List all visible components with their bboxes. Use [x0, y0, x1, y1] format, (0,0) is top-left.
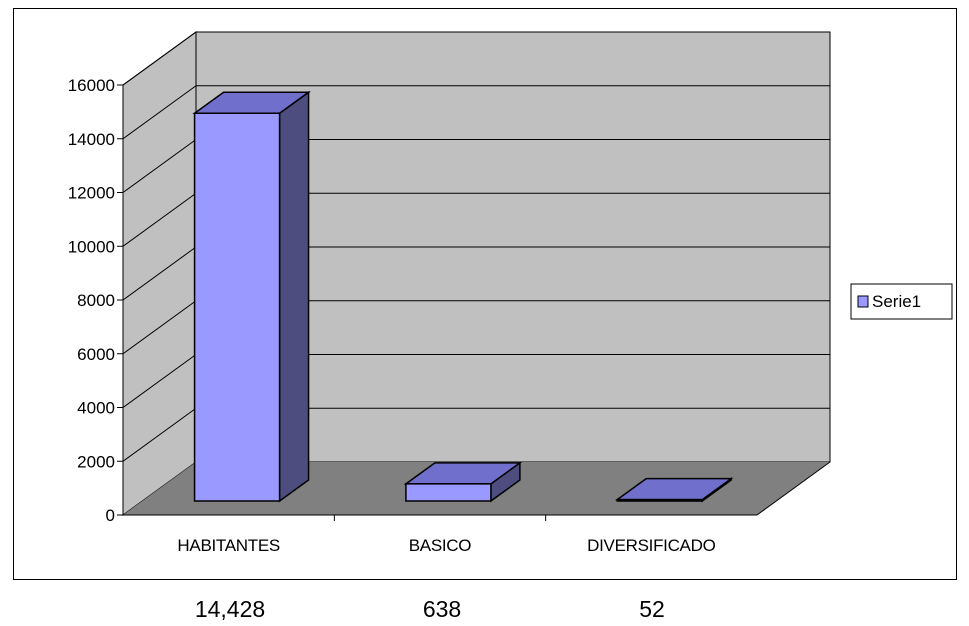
bar: [193, 112, 281, 502]
y-tick-label: 10000: [68, 237, 115, 256]
gridline: [122, 85, 197, 140]
x-category-label: DIVERSIFICADO: [587, 536, 715, 555]
y-tick-label: 2000: [77, 452, 115, 471]
gridline: [122, 31, 197, 86]
gridline: [122, 300, 197, 355]
x-category-label: HABITANTES: [177, 536, 279, 555]
value-label-basico: 638: [422, 596, 462, 622]
value-label-habitantes: 14,428: [194, 596, 266, 622]
y-tick-label: 4000: [77, 399, 115, 418]
bar-side: [278, 90, 310, 503]
gridline: [122, 139, 197, 193]
bar: [616, 498, 703, 502]
y-tick-label: 6000: [77, 345, 115, 364]
gridline: [122, 192, 197, 247]
gridline: [122, 407, 197, 462]
gridline: [122, 354, 197, 408]
floor-edge: [756, 461, 831, 516]
y-tick-label: 16000: [68, 76, 115, 95]
y-tick-label: 0: [106, 506, 115, 525]
y-tick-label: 12000: [68, 184, 115, 203]
gridline: [122, 246, 197, 301]
x-category-label: BASICO: [409, 536, 472, 555]
bar: [405, 483, 492, 502]
y-tick-label: 14000: [68, 130, 115, 149]
legend-swatch: [857, 295, 869, 308]
legend-label: Serie1: [872, 292, 921, 311]
value-label-diversificado: 52: [639, 596, 665, 622]
y-tick-label: 8000: [77, 291, 115, 310]
